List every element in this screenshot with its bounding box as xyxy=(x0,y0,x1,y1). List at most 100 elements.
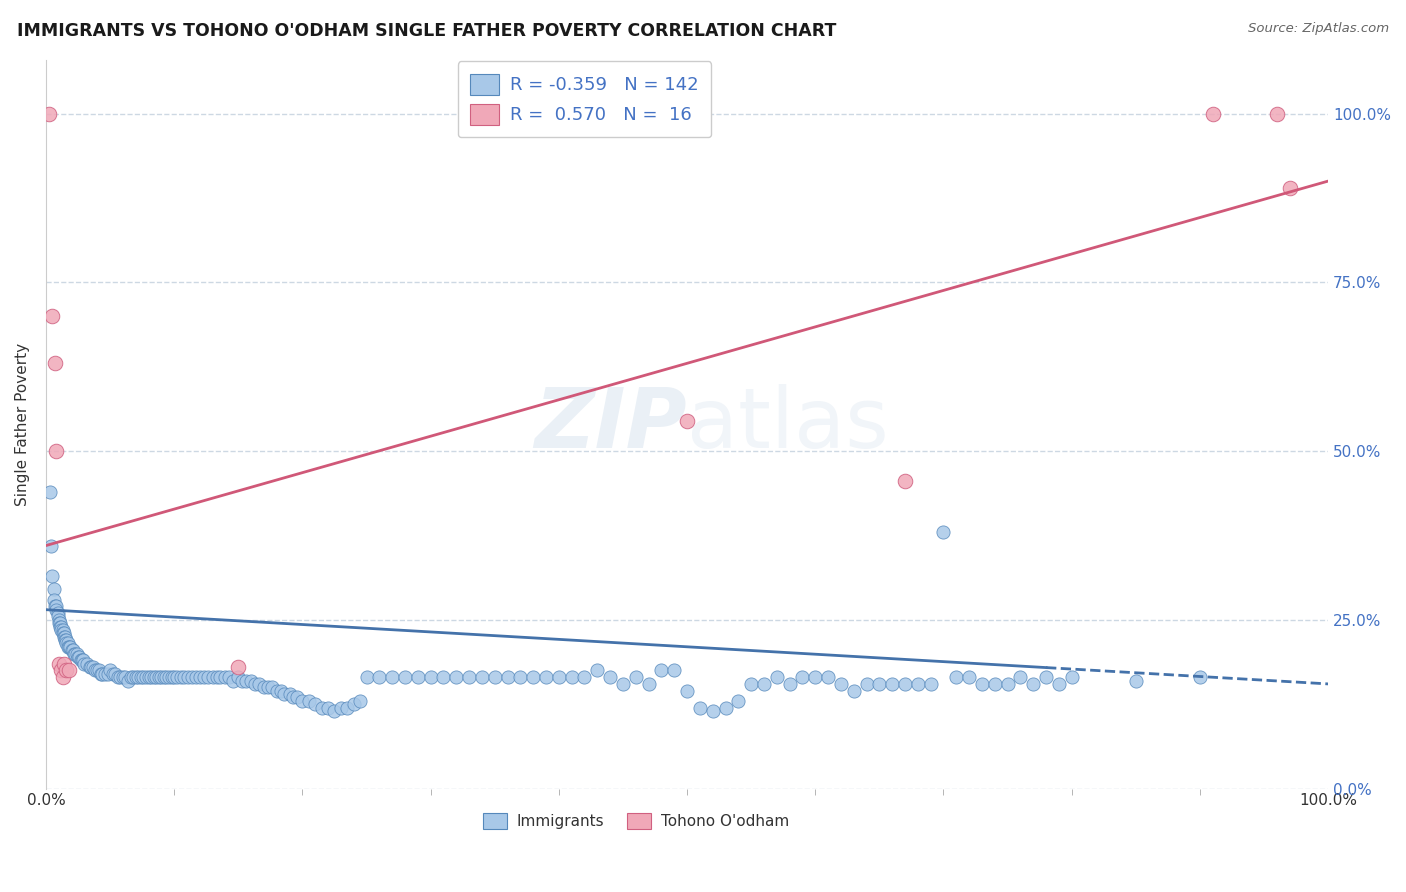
Point xyxy=(273,687,295,701)
Point xyxy=(304,697,326,711)
Point xyxy=(49,616,72,631)
Point xyxy=(83,664,105,678)
Point xyxy=(534,670,557,684)
Point xyxy=(311,700,333,714)
Point xyxy=(599,670,621,684)
Point xyxy=(752,677,775,691)
Point xyxy=(260,681,283,695)
Point xyxy=(66,649,89,664)
Point xyxy=(56,640,79,654)
Point xyxy=(148,670,170,684)
Point xyxy=(46,609,69,624)
Point xyxy=(316,700,339,714)
Point xyxy=(79,660,101,674)
Point xyxy=(142,670,165,684)
Point xyxy=(1060,670,1083,684)
Point xyxy=(145,670,167,684)
Point xyxy=(153,670,176,684)
Point xyxy=(218,670,240,684)
Point xyxy=(38,106,60,120)
Point xyxy=(60,643,83,657)
Point xyxy=(80,660,103,674)
Point xyxy=(612,677,634,691)
Point xyxy=(945,670,967,684)
Point xyxy=(496,670,519,684)
Point xyxy=(779,677,801,691)
Point xyxy=(343,697,366,711)
Point xyxy=(52,626,75,640)
Point xyxy=(1022,677,1045,691)
Point xyxy=(166,670,188,684)
Point xyxy=(256,681,278,695)
Point xyxy=(1202,106,1225,120)
Point xyxy=(94,666,117,681)
Point xyxy=(855,677,877,691)
Point xyxy=(51,664,73,678)
Point xyxy=(58,664,80,678)
Point xyxy=(1125,673,1147,688)
Point xyxy=(53,633,76,648)
Point xyxy=(368,670,391,684)
Point xyxy=(135,670,157,684)
Point xyxy=(110,670,132,684)
Point xyxy=(664,664,686,678)
Point xyxy=(107,670,129,684)
Point xyxy=(932,524,955,539)
Point xyxy=(160,670,183,684)
Point xyxy=(51,619,73,633)
Point xyxy=(522,670,544,684)
Point xyxy=(46,606,69,620)
Point xyxy=(323,704,346,718)
Point xyxy=(96,666,118,681)
Point xyxy=(48,616,70,631)
Point xyxy=(41,309,63,323)
Point xyxy=(285,690,308,705)
Point xyxy=(169,670,191,684)
Point xyxy=(104,666,127,681)
Point xyxy=(727,694,749,708)
Point xyxy=(63,647,86,661)
Point xyxy=(676,683,699,698)
Point xyxy=(394,670,416,684)
Point xyxy=(637,677,659,691)
Point xyxy=(484,670,506,684)
Point xyxy=(329,700,352,714)
Point xyxy=(253,681,276,695)
Point xyxy=(804,670,827,684)
Point xyxy=(41,569,63,583)
Point xyxy=(69,653,91,667)
Point xyxy=(70,653,93,667)
Point xyxy=(283,690,305,705)
Point xyxy=(586,664,609,678)
Point xyxy=(406,670,429,684)
Point xyxy=(51,623,73,637)
Point xyxy=(52,657,75,671)
Point xyxy=(298,694,321,708)
Point xyxy=(48,657,70,671)
Text: Source: ZipAtlas.com: Source: ZipAtlas.com xyxy=(1249,22,1389,36)
Point xyxy=(45,602,67,616)
Point xyxy=(278,687,301,701)
Point xyxy=(42,592,65,607)
Point xyxy=(231,673,253,688)
Point xyxy=(830,677,852,691)
Point xyxy=(55,664,77,678)
Point xyxy=(111,670,134,684)
Point xyxy=(101,666,124,681)
Point xyxy=(702,704,724,718)
Point xyxy=(446,670,468,684)
Point xyxy=(432,670,454,684)
Legend: Immigrants, Tohono O'odham: Immigrants, Tohono O'odham xyxy=(477,806,794,836)
Point xyxy=(188,670,211,684)
Point xyxy=(53,630,76,644)
Point xyxy=(561,670,583,684)
Point xyxy=(125,670,148,684)
Point xyxy=(381,670,404,684)
Point xyxy=(76,657,98,671)
Point xyxy=(132,670,155,684)
Point xyxy=(894,677,917,691)
Point xyxy=(882,677,904,691)
Point xyxy=(155,670,177,684)
Point xyxy=(129,670,152,684)
Point xyxy=(817,670,839,684)
